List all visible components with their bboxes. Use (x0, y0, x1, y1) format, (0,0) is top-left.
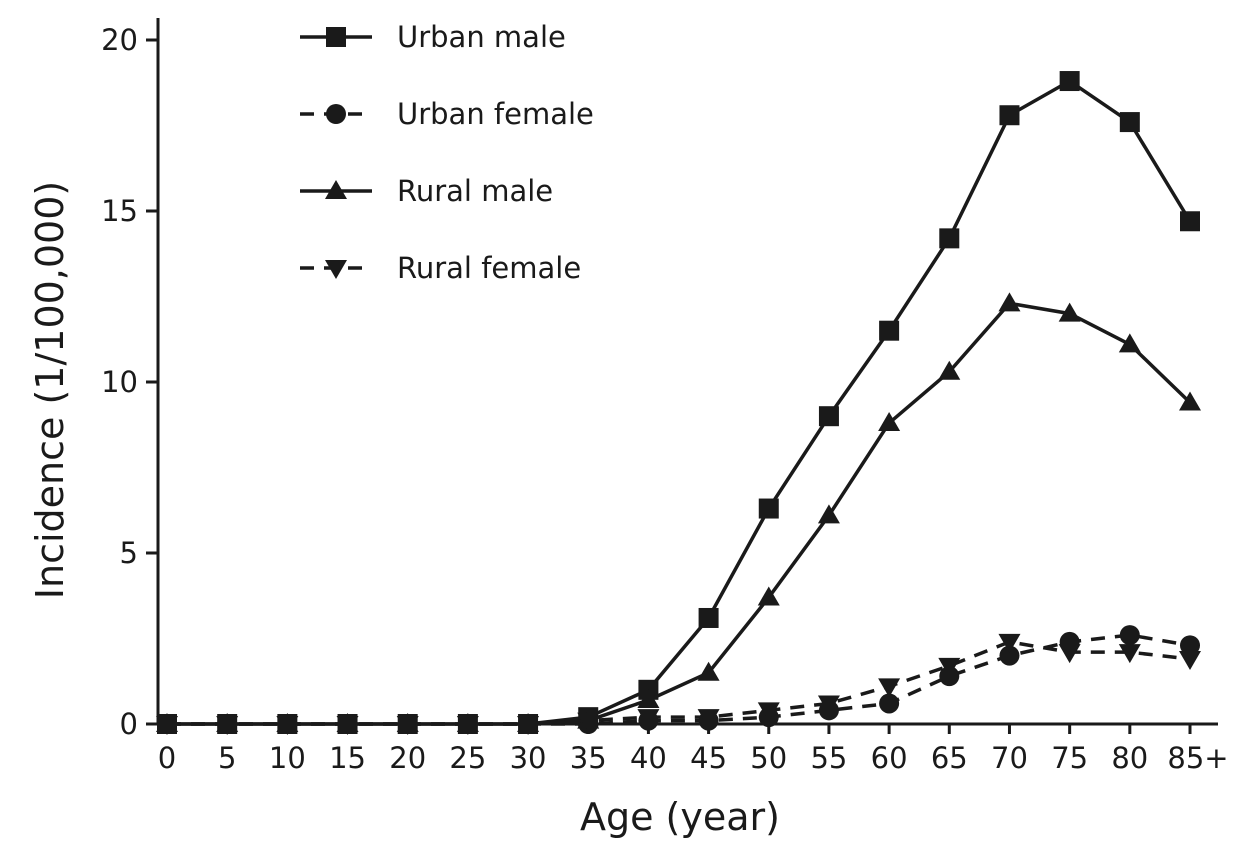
legend-item: Urban female (300, 97, 594, 131)
y-tick-label: 15 (101, 194, 138, 228)
x-tick-label: 30 (510, 741, 547, 775)
data-point (939, 228, 960, 249)
x-tick-label: 20 (389, 741, 426, 775)
series-line (167, 633, 1191, 726)
series-line (167, 78, 1192, 726)
x-tick-label: 45 (690, 741, 727, 775)
data-point (758, 498, 779, 519)
x-tick-label: 65 (931, 741, 968, 775)
data-point (1119, 625, 1140, 646)
legend: Urban male Urban female Rural male Rural fe… (300, 20, 594, 285)
data-point (878, 678, 901, 698)
x-ticks: 0 5 10 15 20 25 30 35 40 45 50 55 60 65 70 75 80 85+ (158, 724, 1229, 775)
legend-item: Rural female (300, 251, 581, 285)
data-point (879, 320, 900, 341)
legend-label: Rural female (397, 251, 581, 285)
x-tick-label: 10 (269, 741, 306, 775)
legend-marker (325, 260, 347, 279)
data-point (1058, 644, 1081, 664)
data-point (216, 716, 239, 735)
data-point (577, 712, 600, 732)
x-axis-title: Age (year) (580, 795, 780, 839)
x-tick-label: 0 (158, 741, 176, 775)
x-tick-label: 60 (871, 741, 908, 775)
data-point (517, 716, 540, 735)
data-point (999, 105, 1020, 126)
data-point (1118, 644, 1141, 664)
data-point (698, 607, 719, 628)
data-point (757, 586, 780, 606)
x-tick-label: 85+ (1167, 741, 1228, 775)
data-point (817, 504, 840, 524)
data-point (1179, 391, 1201, 411)
x-tick-label: 40 (630, 741, 667, 775)
x-tick-label: 15 (329, 741, 366, 775)
data-point (938, 657, 961, 677)
legend-label: Urban female (397, 97, 594, 131)
legend-item: Rural male (300, 174, 553, 208)
y-tick-label: 5 (120, 536, 138, 570)
legend-item: Urban male (300, 20, 566, 54)
legend-label: Rural male (397, 174, 553, 208)
data-point (336, 716, 359, 735)
data-point (818, 406, 839, 427)
x-tick-label: 50 (750, 741, 787, 775)
series-layer (156, 71, 1201, 735)
data-point (817, 695, 840, 715)
data-point (1059, 71, 1080, 92)
data-point (1180, 211, 1200, 232)
series-line (167, 640, 1191, 726)
series-line (167, 301, 1192, 726)
data-point (156, 716, 178, 735)
data-point (1118, 333, 1141, 353)
data-point (637, 709, 660, 729)
data-point (999, 645, 1020, 666)
x-tick-label: 80 (1111, 741, 1148, 775)
data-point (456, 716, 479, 735)
x-tick-label: 35 (570, 741, 607, 775)
data-point (637, 689, 660, 709)
data-point (697, 709, 720, 729)
data-point (998, 633, 1021, 653)
series-rural-male (156, 292, 1201, 732)
x-tick-label: 75 (1051, 741, 1088, 775)
x-tick-label: 5 (218, 741, 236, 775)
data-point (998, 292, 1021, 312)
data-point (1119, 112, 1140, 133)
axes: 0 5 10 15 20 0 5 10 15 20 25 30 35 40 45 50 55 60 65 70 75 8… (101, 18, 1229, 775)
data-point (938, 360, 961, 380)
series-urban-male (157, 71, 1200, 734)
y-tick-label: 0 (120, 707, 138, 741)
data-point (879, 693, 900, 714)
data-point (276, 716, 299, 735)
data-point (396, 716, 419, 735)
legend-marker (326, 104, 346, 124)
x-tick-label: 70 (991, 741, 1028, 775)
data-point (1058, 302, 1081, 322)
data-point (697, 661, 720, 681)
data-point (878, 412, 901, 432)
x-tick-label: 25 (449, 741, 486, 775)
y-axis-title: Incidence (1/100,000) (28, 181, 72, 599)
y-ticks: 0 5 10 15 20 (101, 23, 158, 741)
series-rural-female (156, 633, 1201, 735)
legend-label: Urban male (397, 20, 566, 54)
data-point (1179, 651, 1201, 671)
legend-marker (325, 180, 347, 199)
x-tick-label: 55 (810, 741, 847, 775)
legend-marker (326, 27, 346, 47)
y-tick-label: 10 (101, 365, 138, 399)
data-point (757, 702, 780, 722)
y-tick-label: 20 (101, 23, 138, 57)
data-point (1180, 635, 1200, 656)
